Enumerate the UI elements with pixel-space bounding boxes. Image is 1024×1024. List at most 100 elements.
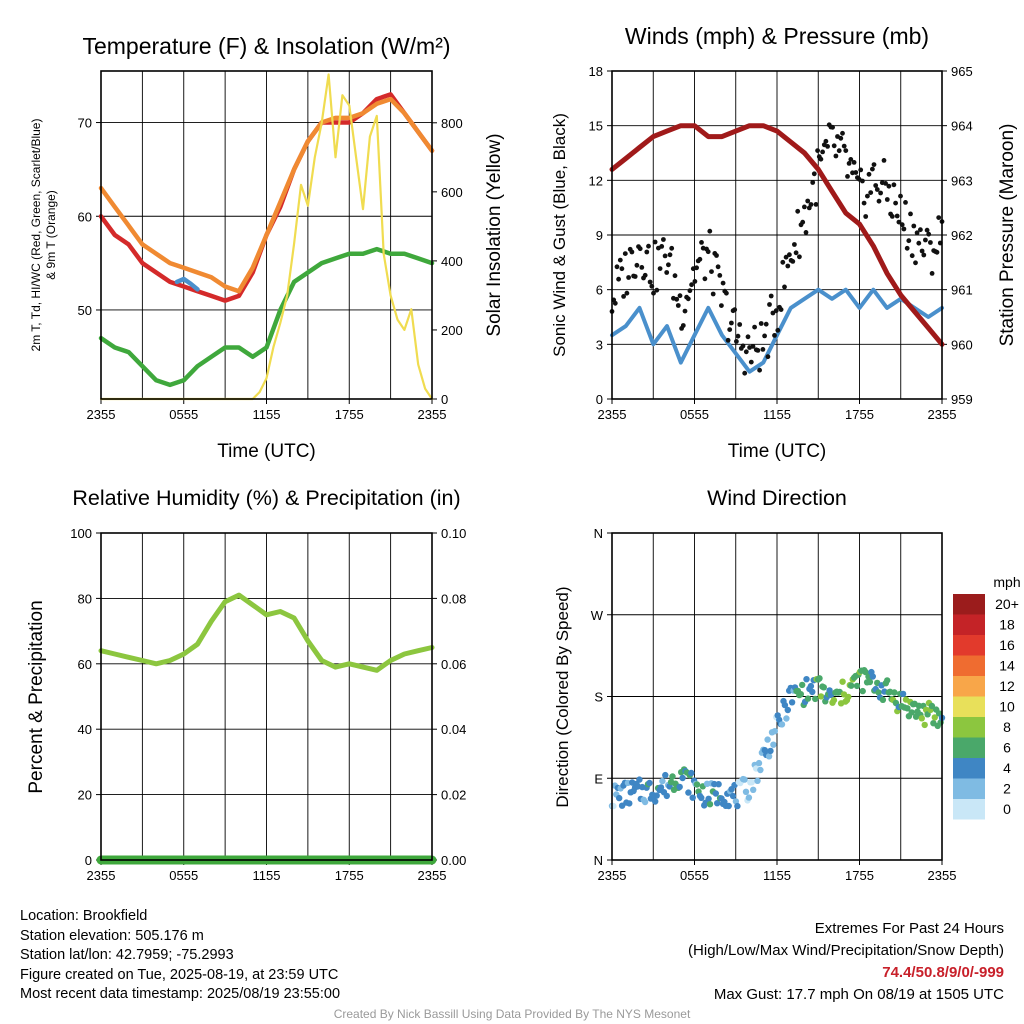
plot-frame-3 <box>100 532 433 861</box>
direction-dot <box>879 696 887 703</box>
gust-dot <box>851 160 857 165</box>
gust-dot <box>848 157 854 162</box>
x-tick-label: 1155 <box>253 407 281 422</box>
gust-dot <box>692 279 698 284</box>
gust-dot <box>868 190 874 196</box>
direction-dot <box>921 721 928 729</box>
gust-dot <box>898 193 903 199</box>
gust-dot <box>780 259 786 265</box>
direction-dot <box>662 771 669 779</box>
y-tick-label: N <box>594 853 603 868</box>
gust-dot <box>782 284 787 290</box>
y-axis-label-left: 2m T, Td, HI/WC (Red, Green, Scarlet/Blu… <box>29 119 43 352</box>
extremes-values: 74.4/50.8/9/0/-999 <box>882 964 1004 981</box>
gust-dot <box>914 230 920 236</box>
gust-dot <box>833 153 839 159</box>
direction-dot <box>866 678 874 686</box>
extremes-subheading: (High/Low/Max Wind/Precipitation/Snow De… <box>688 942 1004 959</box>
gust-dot <box>661 237 666 242</box>
credit-line: Created By Nick Bassill Using Data Provi… <box>333 1007 691 1021</box>
gust-dot <box>787 252 792 258</box>
gust-dot <box>768 293 774 299</box>
gust-dot <box>894 213 900 219</box>
direction-dot <box>663 792 670 800</box>
gust-dot <box>757 367 762 373</box>
gust-dot <box>871 162 877 168</box>
gust-dot <box>795 208 801 214</box>
gust-dot <box>903 200 908 205</box>
gust-dot <box>717 273 723 278</box>
direction-dot <box>812 695 819 703</box>
gust-dot <box>934 249 940 255</box>
gust-dot <box>805 198 811 204</box>
y-tick-label: 100 <box>70 526 92 541</box>
legend-swatch <box>953 676 985 697</box>
gust-dot <box>923 237 928 243</box>
figure-created: Figure created on Tue, 2025-08-19, at 23… <box>20 966 339 983</box>
direction-dot <box>803 676 810 683</box>
gust-dot <box>813 202 819 207</box>
x-tick-label: 2355 <box>928 407 957 422</box>
gust-dot <box>802 204 807 210</box>
legend-label: 14 <box>999 658 1015 674</box>
gust-dot <box>929 271 935 276</box>
direction-dot <box>689 794 696 801</box>
gust-dot <box>664 270 670 275</box>
station-elevation: Station elevation: 505.176 m <box>20 927 204 944</box>
gust-dot <box>866 171 872 177</box>
legend-label: 18 <box>999 617 1015 633</box>
gust-dot <box>808 202 814 207</box>
gust-dot <box>647 279 653 285</box>
legend-title: mph <box>993 574 1020 590</box>
direction-dot <box>742 788 750 795</box>
direction-dot <box>799 681 806 689</box>
gust-dot <box>737 322 743 327</box>
station-info: Location: Brookfield Station elevation: … <box>20 907 340 1005</box>
gust-dot <box>659 244 665 249</box>
legend-label: 0 <box>1003 801 1011 817</box>
y-tick-label: N <box>594 526 603 541</box>
gust-dot <box>873 183 879 188</box>
x-tick-label: 2355 <box>87 868 116 883</box>
gust-dot <box>649 283 655 289</box>
plot-frame-2 <box>611 70 943 400</box>
direction-dot <box>755 759 763 767</box>
chart-title: Wind Direction <box>707 486 847 510</box>
gust-dot <box>845 174 850 179</box>
y2-tick-label: 600 <box>441 185 463 200</box>
gust-dot <box>672 273 678 279</box>
gust-dot <box>697 256 703 262</box>
y2-tick-label: 0.06 <box>441 657 466 672</box>
series-line <box>174 276 200 292</box>
extremes-box: Extremes For Past 24 Hours (High/Low/Max… <box>688 918 1004 1006</box>
y-tick-label: 80 <box>78 591 92 606</box>
direction-dot <box>610 802 617 810</box>
gust-dot <box>654 287 660 293</box>
gust-dot <box>893 200 898 206</box>
y-axis-label-left: Sonic Wind & Gust (Blue, Black) <box>550 113 569 357</box>
direction-dot <box>679 774 686 782</box>
gust-dot <box>876 198 882 204</box>
y-axis-label-right: Station Pressure (Maroon) <box>997 124 1018 347</box>
plot-frame-4 <box>611 532 943 861</box>
legend-swatch <box>953 614 985 635</box>
direction-dot <box>764 736 771 743</box>
gust-dot <box>901 226 907 232</box>
direction-dot <box>685 789 692 796</box>
gust-dot <box>924 227 930 233</box>
y2-tick-label: 964 <box>951 119 973 134</box>
y2-tick-label: 961 <box>951 283 973 298</box>
direction-dot <box>748 779 755 786</box>
y-tick-label: 70 <box>78 116 92 131</box>
gust-dot <box>682 308 688 314</box>
gust-dot <box>637 246 643 252</box>
gust-dot <box>677 293 683 299</box>
y2-tick-label: 0.10 <box>441 526 466 541</box>
gust-dot <box>838 135 844 141</box>
gust-dot <box>707 228 713 234</box>
gust-dot <box>918 227 923 233</box>
gust-dot <box>803 230 809 235</box>
legend-label: 16 <box>999 637 1015 653</box>
gust-dot <box>748 359 754 365</box>
gust-dot <box>699 240 704 245</box>
